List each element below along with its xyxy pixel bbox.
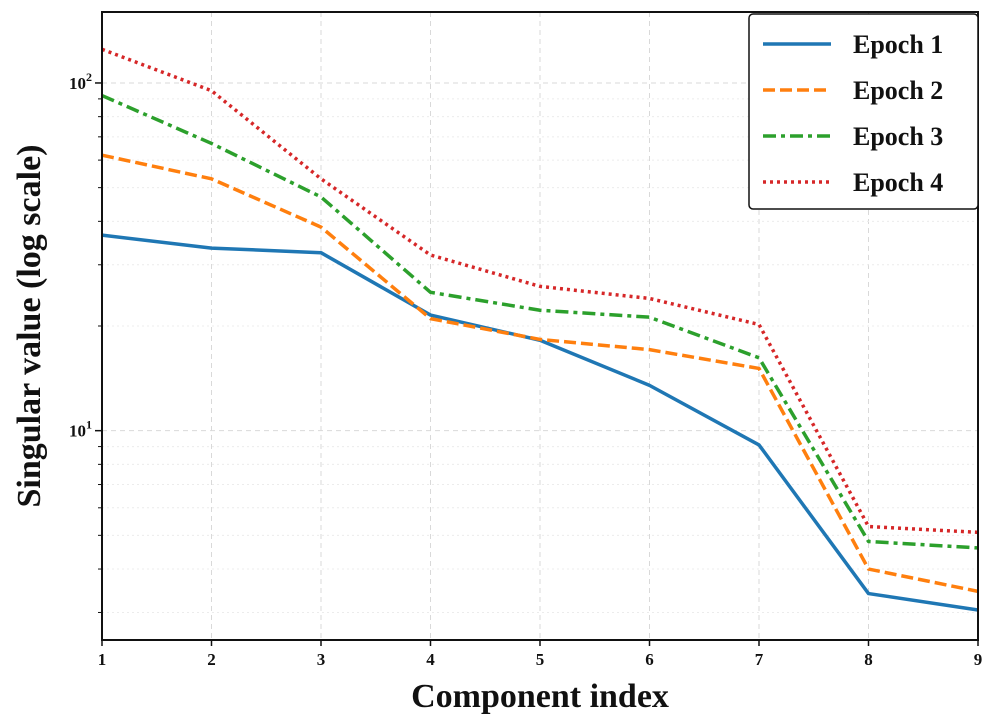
y-tick-label: 101 — [69, 418, 92, 441]
legend-label-epoch-3: Epoch 3 — [853, 122, 943, 151]
legend-label-epoch-4: Epoch 4 — [853, 168, 943, 197]
x-tick-label: 4 — [426, 650, 435, 669]
series-lines — [101, 47, 979, 612]
x-tick-label: 6 — [645, 650, 654, 669]
legend: Epoch 1 Epoch 2 Epoch 3 Epoch 4 — [748, 13, 979, 210]
x-tick-label: 7 — [755, 650, 764, 669]
x-tick-label: 1 — [98, 650, 107, 669]
x-tick-label: 3 — [317, 650, 326, 669]
x-tick-label: 8 — [864, 650, 873, 669]
legend-label-epoch-1: Epoch 1 — [853, 30, 943, 59]
series-line-epoch-3 — [101, 93, 979, 550]
x-tick-label: 2 — [207, 650, 216, 669]
series-line-epoch-2 — [101, 153, 979, 594]
x-axis-title: Component index — [411, 678, 669, 715]
y-axis-title: Singular value (log scale) — [11, 145, 48, 508]
y-tick-label: 102 — [69, 70, 92, 93]
legend-box — [748, 13, 979, 210]
legend-label-epoch-2: Epoch 2 — [853, 76, 943, 105]
series-line-epoch-4 — [101, 47, 979, 535]
x-tick-label: 5 — [536, 650, 545, 669]
axis-ticks: 1 2 3 4 5 6 7 8 9 101 102 — [69, 70, 982, 669]
x-tick-label: 9 — [974, 650, 983, 669]
